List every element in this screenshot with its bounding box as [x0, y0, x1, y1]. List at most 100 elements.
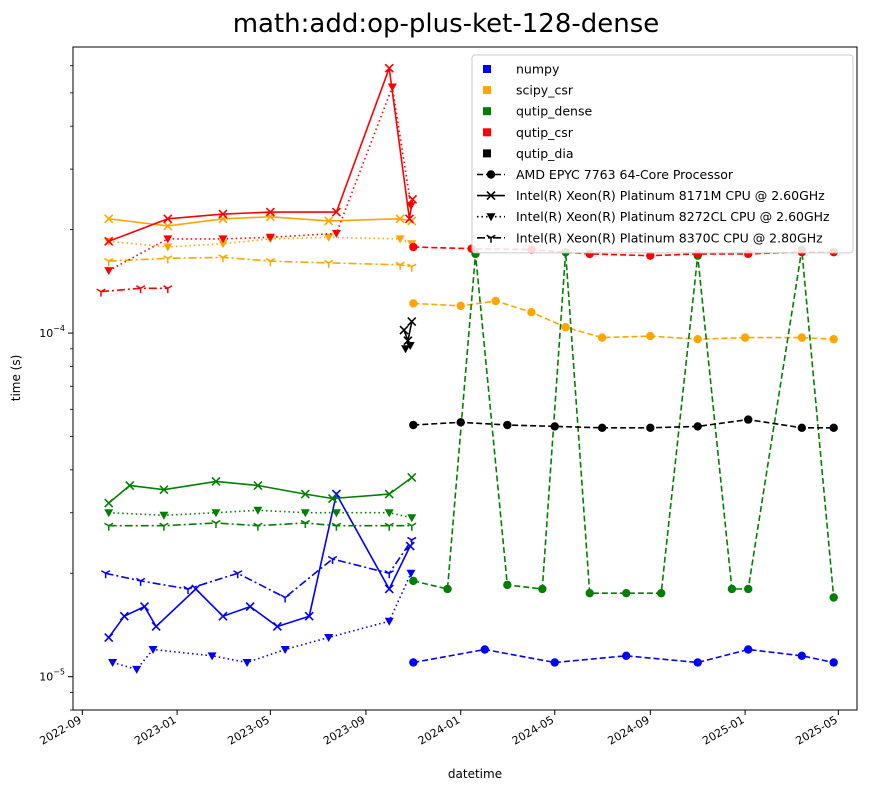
chart-title: math:add:op-plus-ket-128-dense	[233, 9, 660, 39]
data-point	[405, 342, 415, 351]
data-point	[163, 285, 173, 294]
legend-box	[471, 54, 854, 254]
y-tick-label: 10−4	[39, 324, 65, 340]
data-point	[797, 651, 807, 661]
series-qutip_dense-9	[104, 506, 417, 523]
legend-label: Intel(R) Xeon(R) Platinum 8370C CPU @ 2.…	[516, 230, 823, 245]
data-point	[646, 331, 655, 341]
x-tick-label: 2024-01	[416, 713, 462, 747]
data-point	[151, 621, 161, 632]
data-point	[272, 621, 282, 632]
data-point	[829, 658, 838, 667]
data-point	[265, 257, 276, 267]
legend-entry: Intel(R) Xeon(R) Platinum 8272CL CPU @ 2…	[477, 209, 830, 224]
data-point	[407, 514, 417, 523]
data-point	[622, 651, 631, 661]
legend-entry: qutip_dia	[483, 146, 573, 161]
data-point	[597, 333, 607, 342]
y-tick-label: 10−5	[39, 668, 65, 684]
data-point	[503, 420, 512, 430]
data-point	[218, 611, 228, 621]
legend-entry: Intel(R) Xeon(R) Platinum 8171M CPU @ 2.…	[477, 188, 825, 203]
legend-entry: qutip_dense	[483, 104, 592, 119]
data-point	[207, 652, 217, 661]
data-point	[280, 594, 290, 603]
data-point	[304, 611, 314, 621]
series-qutip_csr-12	[104, 63, 418, 246]
data-point	[253, 480, 263, 491]
data-point	[104, 267, 114, 276]
data-point	[104, 498, 114, 508]
series-qutip_dense-8	[104, 472, 417, 508]
data-point	[324, 216, 334, 226]
data-point	[384, 522, 394, 531]
data-point	[585, 588, 594, 598]
data-point	[218, 209, 228, 219]
series-qutip_dia-16	[399, 317, 417, 346]
legend-entry: Intel(R) Xeon(R) Platinum 8370C CPU @ 2.…	[477, 230, 823, 245]
series-numpy-2	[100, 536, 417, 603]
data-point	[797, 423, 807, 433]
legend-entry: qutip_csr	[483, 125, 574, 140]
legend-swatch	[483, 86, 491, 95]
x-tick-label: 2024-05	[510, 713, 556, 747]
legend-label: qutip_dense	[516, 104, 592, 119]
data-point	[456, 301, 465, 311]
plot-frame	[72, 46, 858, 711]
data-point	[327, 493, 338, 504]
data-point	[480, 645, 490, 654]
series-scipy_csr-7	[409, 296, 838, 344]
data-point	[132, 665, 142, 674]
x-tick-label: 2023-09	[321, 713, 367, 747]
data-point	[727, 584, 737, 594]
data-point	[265, 233, 275, 242]
data-point	[646, 251, 655, 260]
legend-entry: numpy	[483, 62, 560, 77]
data-point	[395, 214, 405, 224]
x-tick-label: 2023-01	[132, 713, 178, 747]
legend-entry: AMD EPYC 7763 64-Core Processor	[477, 167, 734, 182]
data-point	[159, 485, 169, 495]
series-scipy_csr-6	[104, 254, 417, 272]
series-qutip_csr-13	[104, 83, 416, 276]
data-point	[233, 570, 243, 579]
data-point	[218, 254, 228, 263]
data-point	[405, 541, 415, 551]
data-point	[100, 570, 111, 579]
data-point	[407, 472, 417, 483]
data-point	[399, 325, 409, 335]
data-point	[139, 601, 150, 612]
data-point	[163, 221, 173, 231]
data-point	[218, 240, 228, 249]
data-point	[401, 345, 411, 354]
data-point	[409, 420, 418, 430]
data-point	[527, 308, 536, 317]
data-point	[265, 207, 275, 217]
data-point	[538, 584, 547, 594]
legend-swatch	[483, 107, 491, 116]
x-tick-label: 2023-05	[226, 713, 272, 747]
data-point	[280, 645, 290, 654]
data-point	[211, 476, 221, 487]
data-point	[211, 509, 221, 518]
legend-marker	[486, 170, 496, 179]
data-point	[503, 580, 512, 590]
data-point	[104, 257, 114, 267]
data-point	[331, 207, 341, 217]
series-line	[108, 522, 412, 527]
data-point	[327, 555, 338, 565]
data-point	[331, 509, 341, 518]
data-point	[646, 423, 655, 433]
data-point	[104, 509, 114, 518]
data-point	[597, 423, 607, 433]
data-point	[409, 242, 418, 252]
series-qutip_csr-14	[96, 285, 173, 297]
data-point	[300, 519, 311, 529]
x-tick-label: 2024-09	[606, 713, 652, 747]
data-point	[324, 634, 334, 643]
series-qutip_dense-10	[104, 519, 417, 531]
data-point	[693, 422, 702, 431]
data-point	[797, 333, 807, 342]
data-point	[384, 570, 394, 579]
